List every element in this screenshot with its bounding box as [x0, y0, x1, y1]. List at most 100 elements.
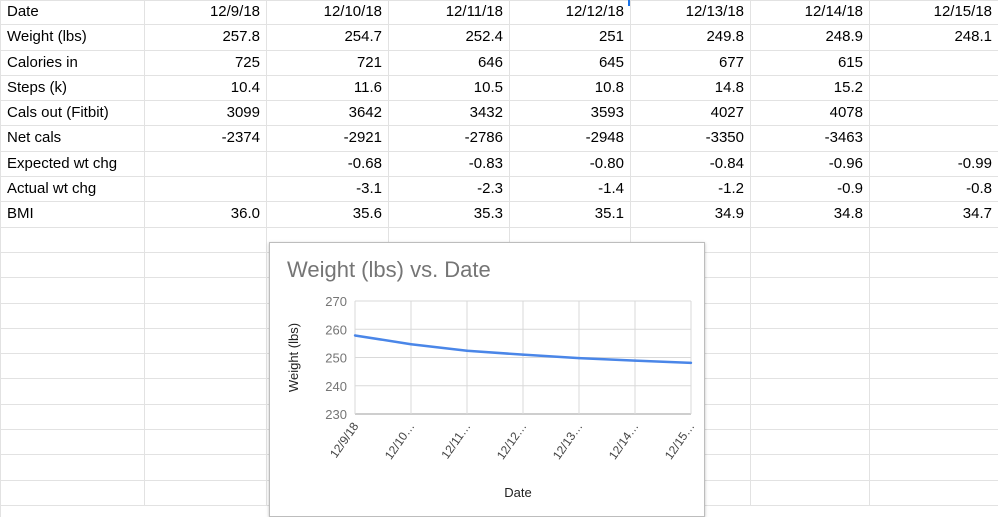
empty-cell[interactable] — [1, 379, 145, 405]
empty-cell[interactable] — [870, 430, 998, 456]
empty-cell[interactable] — [870, 278, 998, 304]
cell-r5-c6[interactable] — [870, 126, 998, 152]
empty-cell[interactable] — [870, 329, 998, 355]
cell-r4-c1[interactable]: 3642 — [267, 101, 389, 127]
empty-cell[interactable] — [751, 328, 870, 355]
cell-r6-c6[interactable]: -0.99 — [870, 152, 998, 178]
cell-r5-c0[interactable]: -2374 — [145, 126, 267, 152]
cell-r0-c3[interactable]: 12/12/18 — [510, 0, 631, 26]
cell-r7-c6[interactable]: -0.8 — [870, 177, 998, 203]
row-label-1[interactable]: Weight (lbs) — [1, 25, 145, 51]
cell-r5-c1[interactable]: -2921 — [267, 126, 389, 152]
empty-cell[interactable] — [870, 354, 998, 380]
cell-r7-c1[interactable]: -3.1 — [267, 177, 389, 203]
empty-cell[interactable] — [1, 303, 145, 329]
empty-cell[interactable] — [145, 278, 267, 304]
empty-cell[interactable] — [1, 354, 145, 380]
row-label-3[interactable]: Steps (k) — [1, 75, 145, 102]
row-label-4[interactable]: Cals out (Fitbit) — [1, 101, 145, 127]
cell-r4-c0[interactable]: 3099 — [145, 101, 267, 127]
empty-cell[interactable] — [1, 430, 145, 456]
cell-r2-c4[interactable]: 677 — [631, 50, 751, 76]
cell-r7-c0[interactable] — [145, 177, 267, 203]
cell-r6-c2[interactable]: -0.83 — [389, 151, 510, 178]
row-label-0[interactable]: Date — [1, 0, 145, 26]
empty-cell[interactable] — [145, 354, 267, 380]
cell-r1-c6[interactable]: 248.1 — [870, 25, 998, 51]
cell-r2-c1[interactable]: 721 — [267, 50, 389, 76]
empty-cell[interactable] — [751, 404, 870, 431]
cell-r1-c0[interactable]: 257.8 — [145, 25, 267, 51]
cell-r6-c4[interactable]: -0.84 — [631, 151, 751, 178]
cell-r7-c2[interactable]: -2.3 — [389, 177, 510, 203]
cell-r0-c6[interactable]: 12/15/18 — [870, 0, 998, 26]
cell-r0-c4[interactable]: 12/13/18 — [631, 0, 751, 26]
row-label-7[interactable]: Actual wt chg — [1, 177, 145, 203]
cell-r7-c3[interactable]: -1.4 — [510, 177, 631, 203]
empty-cell[interactable] — [145, 328, 267, 355]
cell-r5-c2[interactable]: -2786 — [389, 126, 510, 152]
empty-cell[interactable] — [1, 404, 145, 431]
cell-r2-c2[interactable]: 646 — [389, 50, 510, 76]
empty-cell[interactable] — [870, 379, 998, 405]
empty-cell[interactable] — [1, 455, 145, 481]
cell-r2-c5[interactable]: 615 — [751, 50, 870, 76]
empty-cell[interactable] — [145, 404, 267, 431]
cell-r3-c0[interactable]: 10.4 — [145, 75, 267, 102]
empty-cell[interactable] — [751, 480, 870, 506]
cell-r6-c3[interactable]: -0.80 — [510, 151, 631, 178]
empty-cell[interactable] — [751, 252, 870, 279]
cell-r2-c3[interactable]: 645 — [510, 50, 631, 76]
cell-r2-c0[interactable]: 725 — [145, 50, 267, 76]
row-label-5[interactable]: Net cals — [1, 126, 145, 152]
empty-cell[interactable] — [751, 455, 870, 481]
cell-r0-c0[interactable]: 12/9/18 — [145, 0, 267, 26]
cell-r4-c4[interactable]: 4027 — [631, 101, 751, 127]
cell-r3-c6[interactable] — [870, 76, 998, 102]
cell-r4-c2[interactable]: 3432 — [389, 101, 510, 127]
row-label-8[interactable]: BMI — [1, 202, 145, 228]
cell-r0-c1[interactable]: 12/10/18 — [267, 0, 389, 26]
cell-r4-c3[interactable]: 3593 — [510, 101, 631, 127]
empty-cell[interactable] — [145, 227, 267, 253]
empty-cell[interactable] — [1, 480, 145, 506]
cell-r1-c1[interactable]: 254.7 — [267, 25, 389, 51]
cell-r3-c1[interactable]: 11.6 — [267, 75, 389, 102]
cell-r7-c5[interactable]: -0.9 — [751, 177, 870, 203]
cell-r1-c4[interactable]: 249.8 — [631, 25, 751, 51]
cell-r8-c2[interactable]: 35.3 — [389, 202, 510, 228]
cell-r5-c4[interactable]: -3350 — [631, 126, 751, 152]
cell-r6-c0[interactable] — [145, 151, 267, 178]
cell-r3-c4[interactable]: 14.8 — [631, 75, 751, 102]
cell-r5-c5[interactable]: -3463 — [751, 126, 870, 152]
weight-chart[interactable]: Weight (lbs) vs. Date 230 240 250 260 270 12/… — [269, 242, 705, 517]
cell-r1-c3[interactable]: 251 — [510, 25, 631, 51]
empty-cell[interactable] — [145, 455, 267, 481]
cell-r3-c2[interactable]: 10.5 — [389, 75, 510, 102]
cell-r8-c5[interactable]: 34.8 — [751, 202, 870, 228]
empty-cell[interactable] — [1, 252, 145, 279]
cell-r0-c2[interactable]: 12/11/18 — [389, 0, 510, 26]
cell-r8-c3[interactable]: 35.1 — [510, 202, 631, 228]
empty-cell[interactable] — [145, 252, 267, 279]
cell-r8-c0[interactable]: 36.0 — [145, 202, 267, 228]
row-label-6[interactable]: Expected wt chg — [1, 151, 145, 178]
cell-r6-c5[interactable]: -0.96 — [751, 151, 870, 178]
empty-cell[interactable] — [751, 278, 870, 304]
empty-cell[interactable] — [145, 480, 267, 506]
cell-r3-c3[interactable]: 10.8 — [510, 75, 631, 102]
cell-r2-c6[interactable] — [870, 51, 998, 76]
empty-cell[interactable] — [870, 228, 998, 253]
cell-r4-c6[interactable] — [870, 101, 998, 127]
cell-r6-c1[interactable]: -0.68 — [267, 151, 389, 178]
empty-cell[interactable] — [751, 430, 870, 456]
cell-r1-c5[interactable]: 248.9 — [751, 25, 870, 51]
empty-cell[interactable] — [751, 227, 870, 253]
empty-cell[interactable] — [145, 303, 267, 329]
empty-cell[interactable] — [1, 278, 145, 304]
cell-r4-c5[interactable]: 4078 — [751, 101, 870, 127]
empty-cell[interactable] — [870, 405, 998, 431]
empty-cell[interactable] — [870, 304, 998, 329]
empty-cell[interactable] — [145, 379, 267, 405]
empty-cell[interactable] — [145, 430, 267, 456]
